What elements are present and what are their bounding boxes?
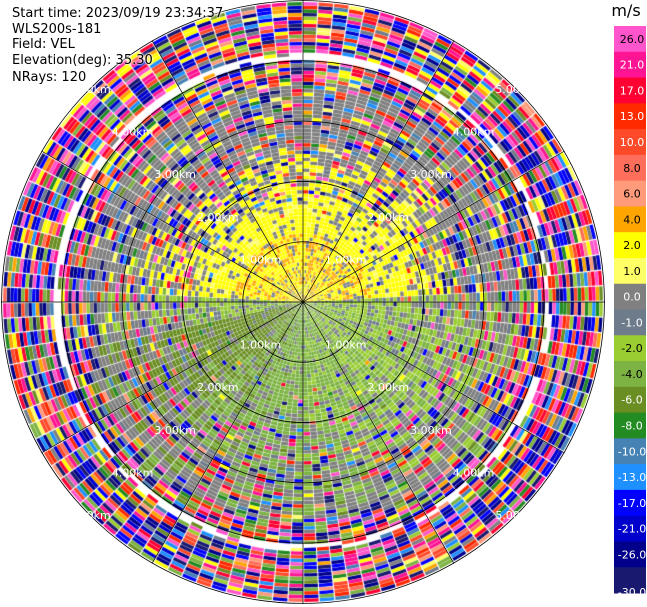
azimuth-spoke-300	[41, 150, 304, 303]
colorbar-tick-label: -2.0	[621, 342, 642, 355]
colorbar-tick-label: -30.0	[618, 586, 646, 599]
range-ring-labels: 1.00km 1.00km 1.00km 1.00km 2.00km 2.00km 2.00…	[69, 83, 537, 522]
range-ring-label: 3.00km	[410, 424, 452, 437]
colorbar-cell	[614, 232, 646, 259]
range-ring-label: 3.00km	[154, 168, 196, 181]
range-ring-label: 4.00km	[112, 126, 154, 139]
range-ring-label: 4.00km	[453, 466, 495, 479]
colorbar-tick-label: -17.0	[618, 497, 646, 510]
azimuth-spoke-210	[151, 301, 304, 564]
colorbar-tick-label: -26.0	[618, 548, 646, 561]
colorbar-title: m/s	[611, 1, 640, 20]
colorbar-cell	[614, 206, 646, 233]
colorbar-tick-labels: 26.0 21.0 17.0 13.0 10.0 8.0 6.0 4.0 2.0 1.0 0.0 -1…	[618, 33, 646, 599]
range-ring-label: 5.00km	[495, 83, 537, 96]
range-ring-label: 3.00km	[154, 424, 196, 437]
range-ring-label: 1.00km	[240, 339, 282, 352]
colorbar-cells	[614, 26, 646, 594]
colorbar-cell	[614, 257, 646, 285]
azimuth-spoke-30	[302, 40, 455, 303]
range-ring-label: 4.00km	[112, 466, 154, 479]
range-ring-label: 5.00km	[69, 83, 111, 96]
elevation-label: Elevation(deg): 35.30	[12, 53, 153, 68]
colorbar-cell	[614, 103, 646, 130]
range-ring-label: 2.00km	[197, 381, 239, 394]
start-time-label: Start time: 2023/09/19 23:34:37	[12, 6, 224, 21]
colorbar-tick-label: 2.0	[623, 239, 641, 252]
colorbar-tick-label: -13.0	[618, 471, 646, 484]
azimuth-spoke-120	[302, 301, 565, 454]
colorbar-tick-label: 13.0	[620, 110, 645, 123]
colorbar-tick-label: 4.0	[623, 213, 641, 226]
colorbar-tick-label: -21.0	[618, 523, 646, 536]
ppi-overlay: 1.00km 1.00km 1.00km 1.00km 2.00km 2.00km 2.00…	[1, 0, 605, 604]
range-ring-label: 5.00km	[495, 509, 537, 522]
colorbar-tick-label: -1.0	[621, 316, 642, 329]
azimuth-spoke-150	[302, 301, 455, 564]
colorbar-cell	[614, 464, 646, 491]
colorbar-cell	[614, 309, 646, 336]
range-ring-label: 2.00km	[367, 211, 409, 224]
colorbar-cell	[614, 567, 646, 594]
colorbar-tick-label: 0.0	[623, 291, 641, 304]
colorbar-cell	[614, 129, 646, 156]
range-ring-label: 2.00km	[367, 381, 409, 394]
colorbar-tick-label: 17.0	[620, 84, 645, 97]
colorbar-tick-label: 26.0	[620, 33, 645, 46]
colorbar-cell	[614, 335, 646, 362]
field-label: Field: VEL	[12, 37, 75, 52]
colorbar-tick-label: 10.0	[620, 136, 645, 149]
colorbar-tick-label: -4.0	[621, 368, 642, 381]
azimuth-spoke-330	[151, 40, 304, 303]
colorbar-tick-label: -8.0	[621, 419, 642, 432]
range-ring-label: 4.00km	[453, 126, 495, 139]
colorbar-tick-label: -6.0	[621, 394, 642, 407]
azimuth-spoke-240	[41, 301, 304, 454]
range-ring-label: 1.00km	[325, 253, 367, 266]
range-ring-label: 1.00km	[325, 339, 367, 352]
colorbar-cell	[614, 361, 646, 388]
colorbar-cell	[614, 386, 646, 414]
range-ring-label: 5.00km	[69, 509, 111, 522]
colorbar-cell	[614, 283, 646, 310]
colorbar-cell	[614, 541, 646, 568]
colorbar-cell	[614, 438, 646, 465]
colorbar-cell	[614, 26, 646, 53]
azimuth-spokes	[1, 0, 605, 604]
colorbar-tick-label: 6.0	[623, 188, 641, 201]
colorbar-cell	[614, 77, 646, 104]
colorbar-cell	[614, 412, 646, 439]
colorbar: m/s 26.0 21.0 17.0 13.0 10.0 8.0 6.0 4.0 2.0 1.0 0…	[611, 1, 646, 599]
nrays-label: NRays: 120	[12, 70, 87, 85]
colorbar-cell	[614, 489, 646, 517]
azimuth-spoke-60	[302, 150, 565, 303]
range-ring-label: 2.00km	[197, 211, 239, 224]
colorbar-tick-label: 8.0	[623, 162, 641, 175]
instrument-label: WLS200s-181	[12, 22, 102, 37]
colorbar-cell	[614, 180, 646, 207]
range-ring-label: 3.00km	[410, 168, 452, 181]
range-ring-label: 1.00km	[240, 253, 282, 266]
colorbar-tick-label: -10.0	[618, 445, 646, 458]
colorbar-cell	[614, 51, 646, 79]
colorbar-tick-label: 21.0	[620, 59, 645, 72]
colorbar-cell	[614, 515, 646, 542]
colorbar-cell	[614, 154, 646, 182]
colorbar-tick-label: 1.0	[623, 265, 641, 278]
